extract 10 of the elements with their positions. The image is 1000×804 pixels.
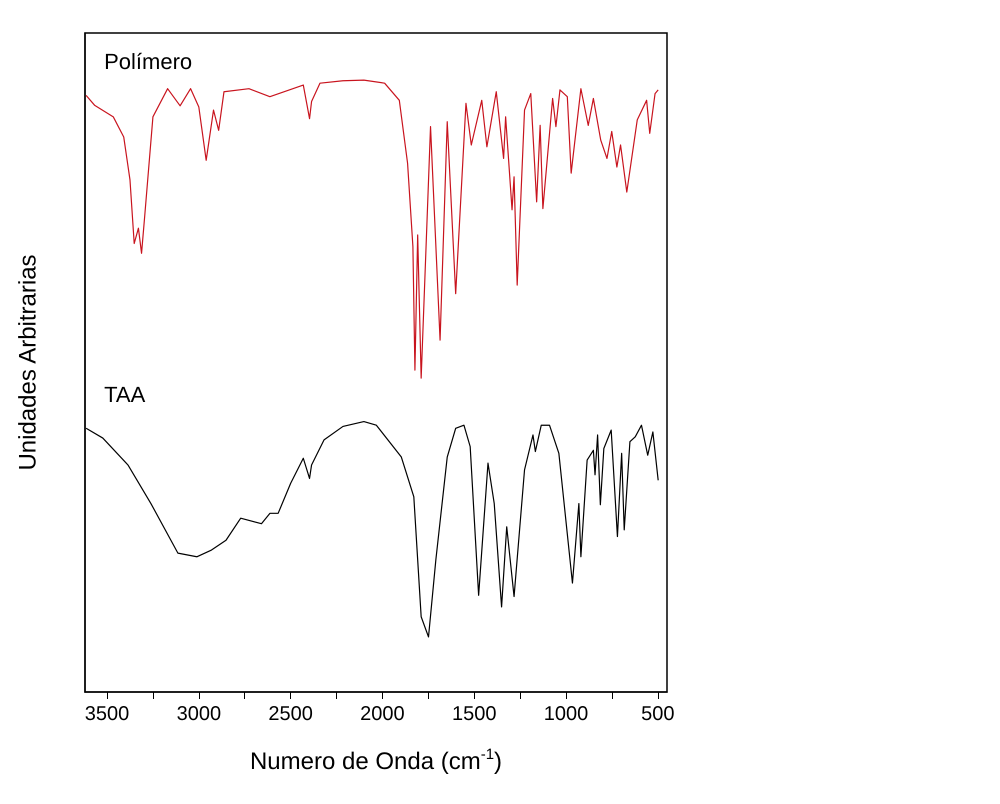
series-label: TAA xyxy=(104,382,146,407)
y-axis-title: Unidades Arbitrarias xyxy=(14,254,42,471)
x-tick-label: 3000 xyxy=(176,703,222,725)
series-label: Polímero xyxy=(104,48,192,74)
x-tick-label: 2000 xyxy=(360,703,405,725)
x-tick-label: 500 xyxy=(641,703,675,725)
x-tick-label: 1000 xyxy=(544,703,588,725)
x-tick-label: 2500 xyxy=(268,703,313,725)
x-tick-label: 3500 xyxy=(84,703,130,725)
x-tick-label: 1500 xyxy=(452,703,496,725)
